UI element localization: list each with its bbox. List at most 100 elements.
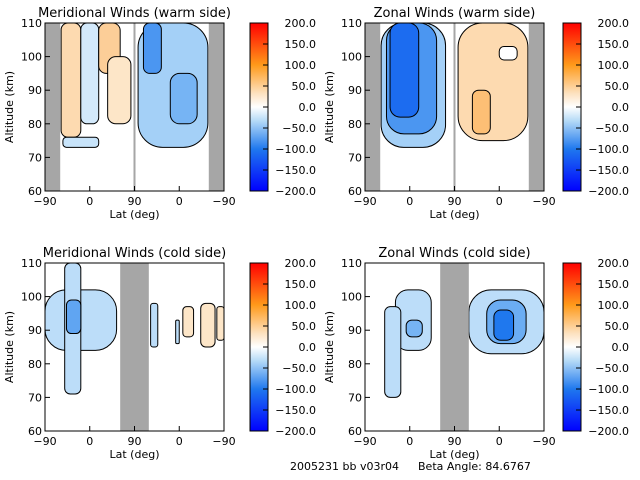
x-tick-label: 0 [176, 435, 183, 448]
footer-id-text: 2005231 bb v03r04 [290, 460, 399, 473]
colorbar-tick-label: 100.0 [598, 59, 630, 72]
x-tick-label: −90 [353, 435, 376, 448]
y-tick-label: 80 [28, 358, 42, 371]
chart-panel-3: Meridional Winds (cold side) 60 70 80 90 100 1… [3, 246, 316, 461]
contour-region [107, 56, 132, 125]
colorbar-tick-label: −200.0 [588, 425, 629, 438]
contour-region [493, 309, 515, 341]
contour-region [65, 299, 82, 335]
chart-title: Zonal Winds (warm side) [374, 6, 536, 21]
y-axis-label: Altitude (km) [323, 71, 336, 143]
contour-region [216, 306, 225, 341]
y-tick-label: 110 [21, 257, 42, 270]
colorbar-tick-label: 100.0 [285, 299, 317, 312]
x-axis-label: Lat (deg) [110, 448, 160, 461]
y-tick-label: 60 [28, 185, 42, 198]
y-tick-label: 100 [341, 51, 362, 64]
y-tick-label: 110 [21, 17, 42, 30]
y-axis-label: Altitude (km) [323, 311, 336, 383]
y-tick-label: 100 [341, 291, 362, 304]
contour-region [142, 22, 162, 74]
y-tick-label: 100 [21, 51, 42, 64]
contour-region [405, 319, 423, 338]
y-tick-label: 60 [348, 425, 362, 438]
colorbar-tick-label: 100.0 [285, 59, 317, 72]
x-tick-label: 0 [406, 435, 413, 448]
colorbar-tick-label: 0.0 [612, 101, 630, 114]
x-tick-label: 0 [496, 195, 503, 208]
y-tick-label: 80 [348, 118, 362, 131]
colorbar-tick-label: 150.0 [598, 38, 630, 51]
x-tick-label: −90 [33, 435, 56, 448]
x-tick-label: −90 [212, 195, 235, 208]
x-tick-label: 0 [406, 195, 413, 208]
x-tick-label: −90 [532, 435, 555, 448]
y-axis-label: Altitude (km) [3, 311, 16, 383]
chart-title: Meridional Winds (cold side) [43, 246, 226, 261]
no-data-band [45, 23, 61, 191]
colorbar-tick-label: −50.0 [282, 122, 316, 135]
colorbar-tick-label: 150.0 [285, 278, 317, 291]
colorbar-tick-label: 150.0 [598, 278, 630, 291]
y-tick-label: 90 [348, 84, 362, 97]
contour-region [200, 302, 216, 348]
y-tick-label: 70 [348, 391, 362, 404]
y-tick-label: 100 [21, 291, 42, 304]
y-tick-label: 90 [348, 324, 362, 337]
colorbar-tick-label: 200.0 [598, 257, 630, 270]
colorbar-tick-label: 200.0 [285, 17, 317, 30]
y-tick-label: 60 [28, 425, 42, 438]
colorbar-tick-label: −150.0 [275, 404, 316, 417]
y-tick-label: 90 [28, 84, 42, 97]
contour-region [80, 22, 100, 125]
contour-region [471, 89, 491, 135]
x-tick-label: 0 [176, 195, 183, 208]
no-data-band [528, 23, 544, 191]
colorbar-tick-label: −200.0 [275, 185, 316, 198]
colorbar-tick-label: 150.0 [285, 38, 317, 51]
y-axis-label: Altitude (km) [3, 71, 16, 143]
colorbar-tick-label: −50.0 [595, 362, 629, 375]
no-data-band [440, 263, 469, 431]
no-data-band [208, 23, 224, 191]
chart-panel-4: Zonal Winds (cold side) 60 70 80 90 100 110 −90… [323, 246, 629, 461]
x-tick-label: 0 [86, 435, 93, 448]
chart-title: Meridional Winds (warm side) [38, 6, 231, 21]
x-tick-label: −90 [33, 195, 56, 208]
no-data-band [365, 23, 381, 191]
x-tick-label: 0 [86, 195, 93, 208]
y-tick-label: 70 [348, 151, 362, 164]
colorbar-tick-label: −200.0 [588, 185, 629, 198]
colorbar-tick-label: 50.0 [292, 80, 317, 93]
colorbar-tick-label: 50.0 [292, 320, 317, 333]
colorbar-tick-label: −100.0 [275, 383, 316, 396]
contour-region [62, 136, 100, 148]
y-tick-label: 110 [341, 257, 362, 270]
colorbar-tick-label: 0.0 [612, 341, 630, 354]
chart-title: Zonal Winds (cold side) [378, 246, 530, 261]
y-tick-label: 80 [348, 358, 362, 371]
contour-region [60, 22, 82, 138]
x-axis-label: Lat (deg) [110, 208, 160, 221]
contour-region [150, 302, 159, 348]
colorbar-tick-label: −100.0 [588, 383, 629, 396]
contour-region [182, 306, 195, 338]
x-tick-label: −90 [353, 195, 376, 208]
colorbar-tick-label: 50.0 [605, 320, 630, 333]
y-tick-label: 90 [28, 324, 42, 337]
x-tick-label: 90 [128, 435, 142, 448]
colorbar-tick-label: 0.0 [299, 341, 317, 354]
contour-region [169, 72, 198, 125]
x-tick-label: −90 [212, 435, 235, 448]
x-tick-label: 0 [496, 435, 503, 448]
colorbar-tick-label: −150.0 [588, 164, 629, 177]
colorbar-tick-label: 100.0 [598, 299, 630, 312]
y-tick-label: 60 [348, 185, 362, 198]
contour-region [175, 319, 180, 345]
contour-region [384, 306, 402, 398]
colorbar-tick-label: 0.0 [299, 101, 317, 114]
footer-beta-angle: Beta Angle: 84.6767 [418, 460, 531, 473]
colorbar-tick-label: 200.0 [598, 17, 630, 30]
colorbar-tick-label: −50.0 [282, 362, 316, 375]
